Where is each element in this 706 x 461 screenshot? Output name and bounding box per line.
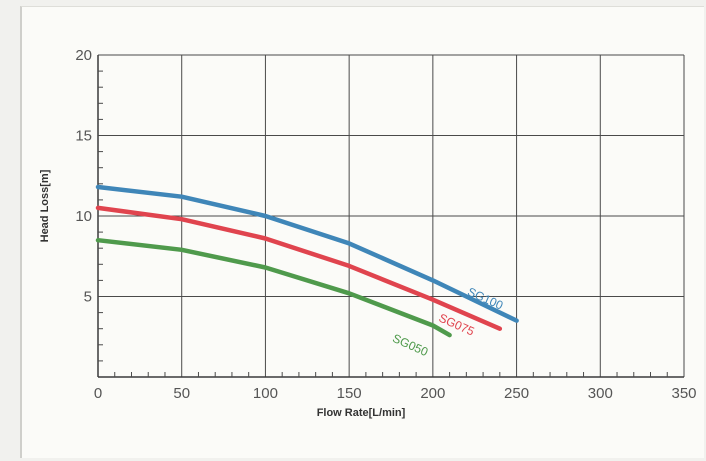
series-label-sg050: SG050 — [390, 331, 430, 359]
x-axis-label: Flow Rate[L/min] — [317, 407, 406, 419]
head-loss-chart: 0 50 100 150 200 250 300 350 5 10 15 20 SG100SG075S… — [39, 47, 697, 419]
x-tick-label: 300 — [588, 385, 613, 402]
y-axis-label: Head Loss[m] — [39, 169, 51, 242]
x-tick-label: 250 — [504, 385, 529, 402]
series-label-sg100: SG100 — [465, 285, 505, 313]
axes: 0 50 100 150 200 250 300 350 5 10 15 20 — [75, 47, 696, 402]
series-line-sg100 — [95, 184, 519, 323]
x-tick-label: 0 — [94, 385, 102, 402]
series-line-sg050 — [95, 237, 452, 338]
y-tick-label: 20 — [75, 47, 92, 64]
y-tick-label: 5 — [84, 289, 92, 306]
x-tick-label: 100 — [253, 385, 278, 402]
x-tick-label: 200 — [420, 385, 445, 402]
grid — [98, 54, 685, 377]
labels: Flow Rate[L/min] Head Loss[m] — [39, 169, 406, 419]
x-tick-label: 50 — [173, 385, 190, 402]
y-tick-label: 15 — [75, 128, 92, 145]
x-tick-label: 150 — [337, 385, 362, 402]
series-line-sg075 — [95, 205, 503, 331]
x-tick-label: 350 — [671, 385, 696, 402]
chart-frame: 0 50 100 150 200 250 300 350 5 10 15 20 SG100 SG075 S… — [20, 6, 704, 458]
y-tick-label: 10 — [75, 208, 92, 225]
